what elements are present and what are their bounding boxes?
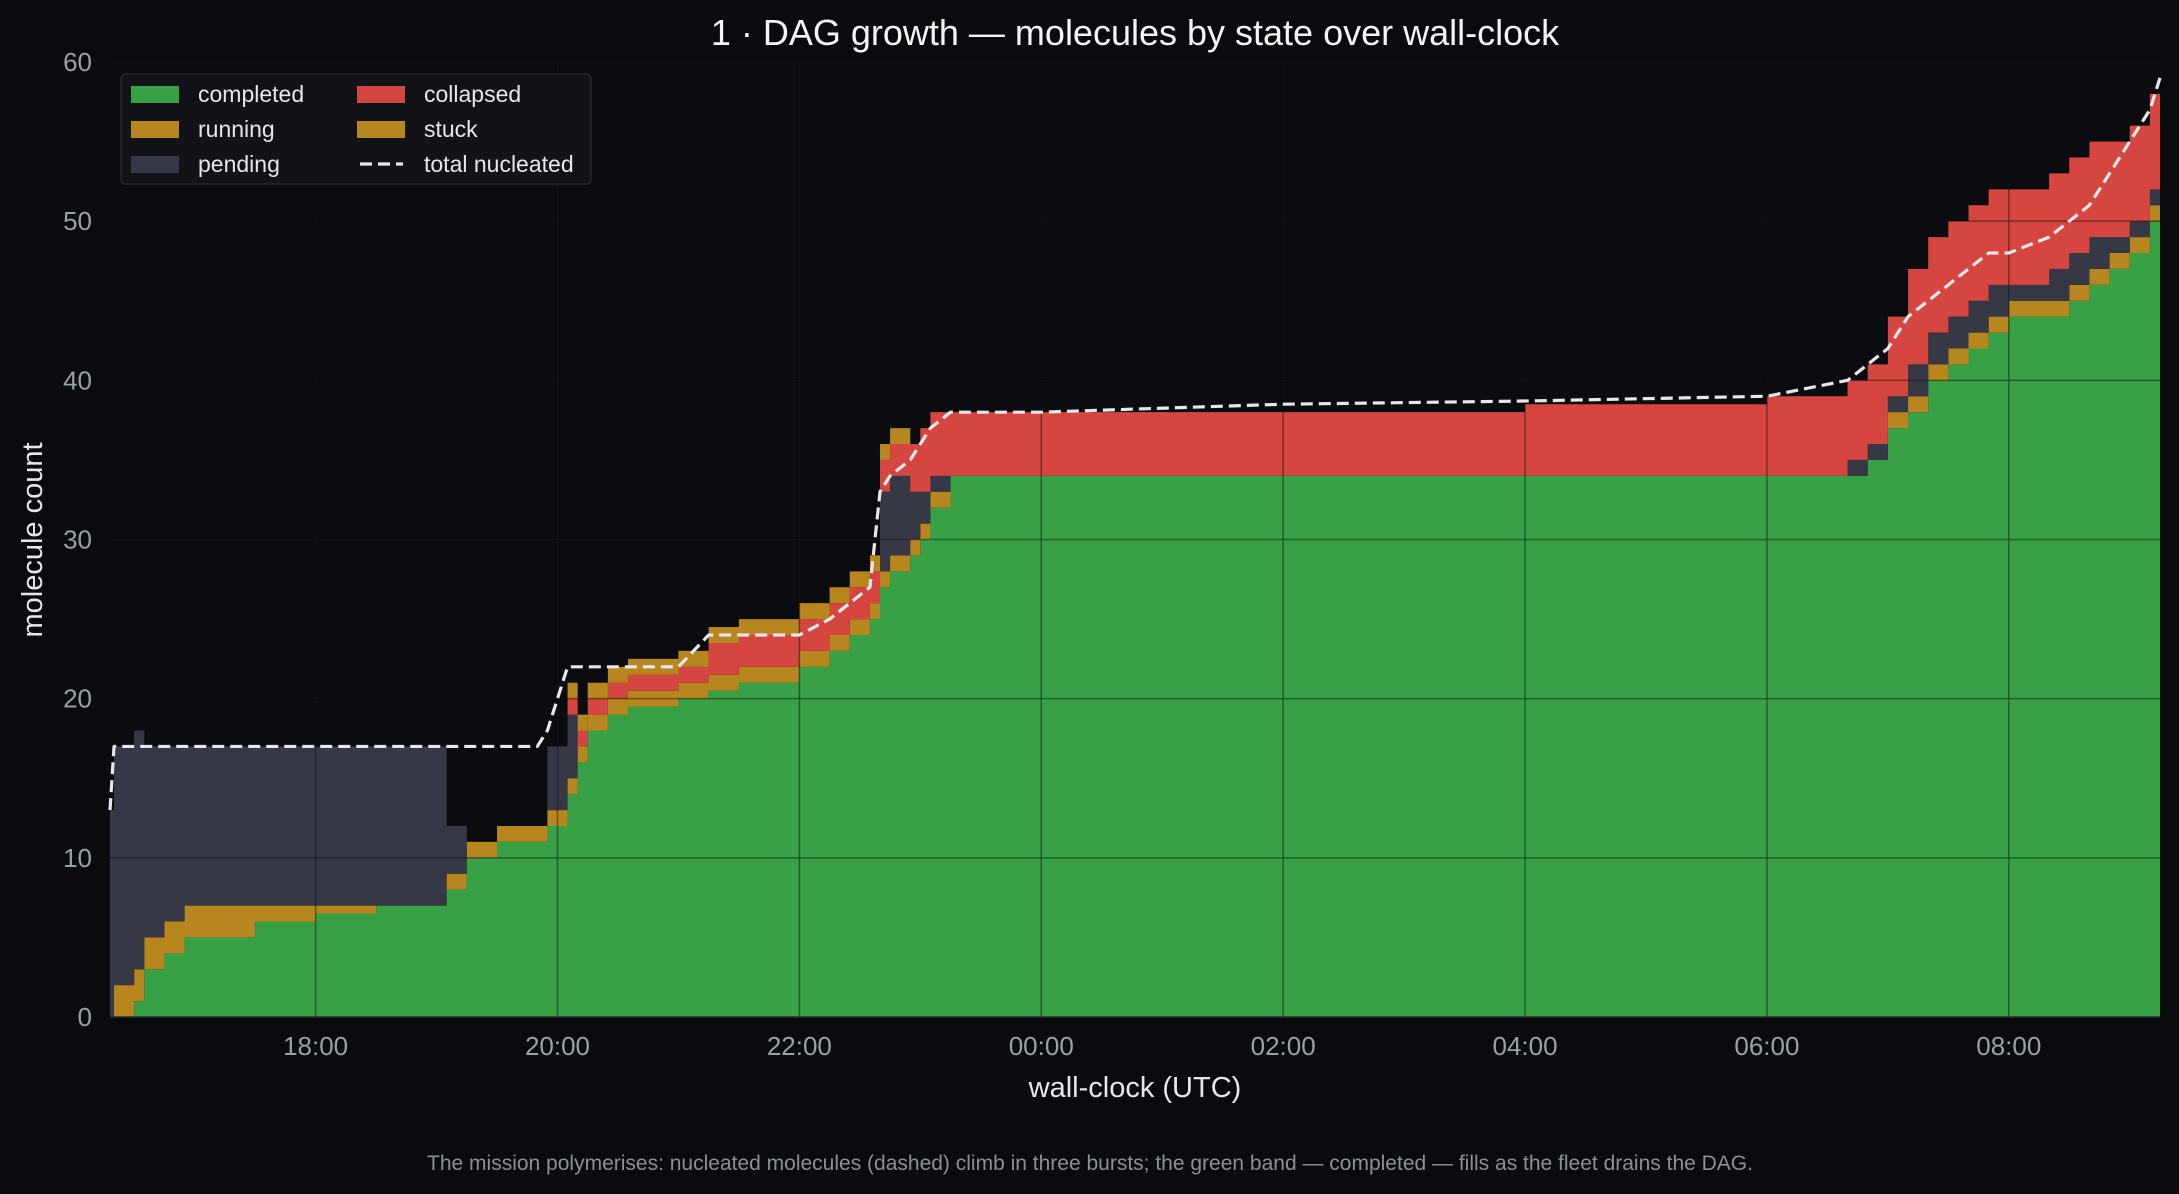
x-tick-label: 04:00: [1493, 1031, 1558, 1061]
gridlines: [110, 61, 2160, 1018]
legend-swatch-stuck: [357, 121, 405, 138]
legend-label-running: running: [198, 116, 275, 142]
total-line-layer: [108, 77, 2162, 811]
y-tick-label: 0: [78, 1002, 92, 1032]
plot-area: [108, 61, 2162, 1018]
y-tick-label: 60: [63, 47, 92, 77]
legend-swatch-pending: [131, 156, 179, 173]
chart-title: 1 · DAG growth — molecules by state over…: [711, 12, 1560, 53]
legend-label-stuck: stuck: [424, 116, 478, 142]
legend-swatch-collapsed: [357, 86, 405, 103]
area-completed: [110, 189, 2160, 1018]
legend-swatch-running: [131, 121, 179, 138]
legend: completed running pending collapsed stuck tot…: [120, 73, 592, 185]
caption: The mission polymerises: nucleated molec…: [427, 1152, 1753, 1175]
legend-label-pending: pending: [198, 151, 280, 177]
legend-frame: [120, 73, 592, 185]
x-tick-label: 20:00: [525, 1031, 590, 1061]
y-tick-label: 30: [63, 525, 92, 555]
y-tick-label: 40: [63, 365, 92, 395]
x-tick-label: 18:00: [283, 1031, 348, 1061]
area-layers: [110, 62, 2160, 1018]
area-collapsed: [110, 62, 2160, 842]
y-axis-ticks: 0 10 20 30 40 50 60: [63, 47, 92, 1032]
x-tick-label: 22:00: [767, 1031, 832, 1061]
legend-label-completed: completed: [198, 81, 304, 107]
legend-label-collapsed: collapsed: [424, 81, 521, 107]
y-tick-label: 50: [63, 206, 92, 236]
x-tick-label: 06:00: [1734, 1031, 1799, 1061]
y-tick-label: 20: [63, 684, 92, 714]
x-axis-ticks: 18:00 20:00 22:00 00:00 02:00 04:00 06:00 08:00: [283, 1031, 2041, 1061]
y-tick-label: 10: [63, 843, 92, 873]
y-axis-label: molecule count: [17, 442, 49, 637]
legend-label-total: total nucleated: [424, 151, 574, 177]
x-axis-label: wall-clock (UTC): [1028, 1072, 1242, 1104]
x-tick-label: 08:00: [1976, 1031, 2041, 1061]
total-nucleated-line: [108, 77, 2162, 811]
legend-swatch-completed: [131, 86, 179, 103]
x-tick-label: 02:00: [1251, 1031, 1316, 1061]
x-tick-label: 00:00: [1009, 1031, 1074, 1061]
